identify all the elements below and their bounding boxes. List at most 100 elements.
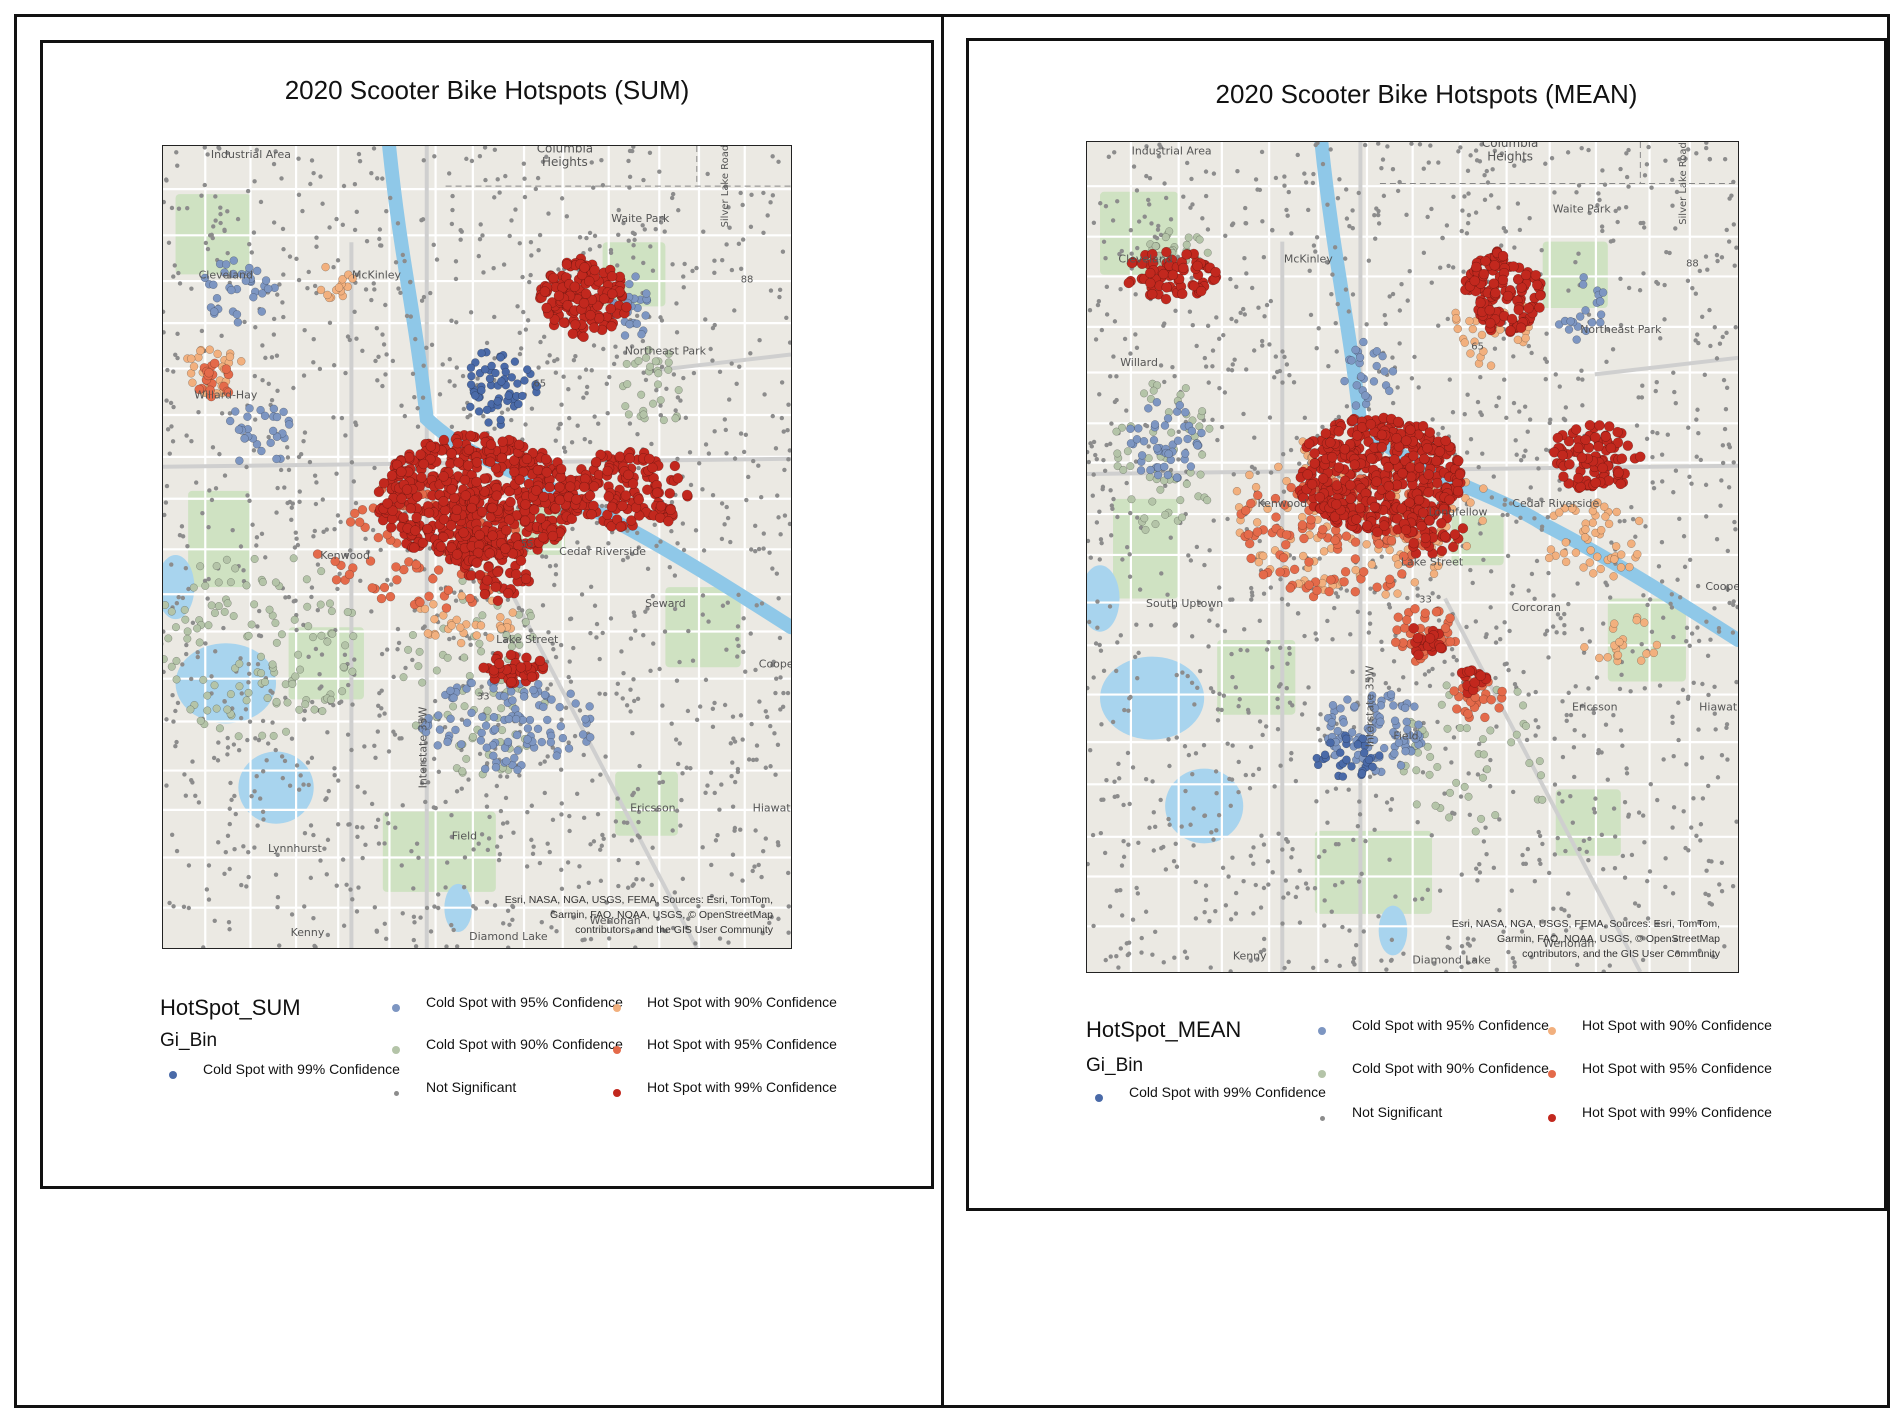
cold-spot-95-point <box>1572 335 1581 344</box>
not-significant-point <box>770 413 775 419</box>
not-significant-point <box>1121 854 1127 860</box>
cold-spot-90-point <box>1513 687 1522 696</box>
hot-spot-99-point <box>505 496 516 508</box>
not-significant-point <box>375 378 380 383</box>
hot-spot-90-point <box>186 354 196 363</box>
not-significant-point <box>301 622 306 628</box>
hot-spot-99-point <box>492 595 504 607</box>
not-significant-point <box>1426 160 1431 165</box>
not-significant-point <box>621 220 626 226</box>
not-significant-point <box>1429 833 1434 838</box>
legend-item-hot99: Hot Spot with 99% Confidence <box>613 1079 847 1097</box>
not-significant-point <box>364 238 370 244</box>
cold-spot-90-point <box>327 607 336 616</box>
not-significant-point <box>769 914 774 920</box>
not-significant-point <box>575 540 580 545</box>
not-significant-point <box>1340 924 1345 930</box>
cold-spot-90-point <box>338 687 347 696</box>
cold-spot-90-point <box>404 645 413 654</box>
not-significant-point <box>1539 497 1544 502</box>
not-significant-point <box>1605 777 1610 782</box>
map-frame-sum[interactable]: Industrial Area Columbia Heights Waite Park… <box>162 145 792 949</box>
not-significant-point <box>321 529 326 535</box>
not-significant-point <box>1108 441 1113 447</box>
map-frame-mean[interactable]: Industrial Area Columbia Heights Waite Park… <box>1086 141 1739 973</box>
cold-spot-90-point <box>1462 724 1471 733</box>
not-significant-point <box>1727 600 1732 606</box>
not-significant-point <box>317 671 322 677</box>
not-significant-point <box>477 751 483 757</box>
not-significant-point <box>1655 281 1661 286</box>
not-significant-point <box>1599 224 1605 229</box>
not-significant-point <box>786 402 791 407</box>
not-significant-point <box>297 489 302 494</box>
cold-spot-99-point <box>1320 750 1330 759</box>
cold-spot-90-point <box>642 353 651 362</box>
not-significant-point <box>734 381 739 387</box>
not-significant-point <box>362 744 367 749</box>
not-significant-point <box>1636 810 1642 815</box>
hot-spot-99-point <box>514 474 525 486</box>
cold-spot-95 <box>1340 337 1398 410</box>
not-significant-point <box>528 272 533 278</box>
hot-spot-90-point <box>457 591 466 601</box>
not-significant-point <box>1203 169 1209 174</box>
not-significant-point <box>1260 732 1265 738</box>
not-significant-point <box>277 282 282 287</box>
not-significant-point <box>1415 819 1420 825</box>
not-significant-point <box>1521 861 1526 866</box>
not-significant-point <box>687 450 693 455</box>
not-significant-point <box>1684 625 1690 631</box>
not-significant-point <box>1226 367 1231 372</box>
not-significant-point <box>1282 354 1287 360</box>
cold-spot-90-point <box>1145 473 1154 482</box>
not-significant-point <box>331 265 336 270</box>
cold-spot-90-point <box>1113 449 1122 458</box>
not-significant-point <box>218 211 223 217</box>
cold-spot-90-point <box>1184 233 1193 242</box>
hot-spot-99-point <box>606 271 618 282</box>
not-significant-point <box>324 872 329 877</box>
not-significant-point <box>294 536 299 541</box>
not-significant-point <box>781 690 786 696</box>
not-significant-point <box>700 487 705 492</box>
legend-swatch <box>393 1090 399 1096</box>
not-significant-point <box>1133 292 1138 297</box>
not-significant-point <box>398 290 403 296</box>
not-significant-point <box>1171 858 1177 864</box>
lake <box>1378 905 1408 956</box>
not-significant-point <box>670 828 675 833</box>
not-significant-point <box>353 420 358 425</box>
not-significant-point <box>337 571 342 577</box>
not-significant-point <box>1562 631 1567 636</box>
cold-spot-95-point <box>232 310 242 319</box>
not-significant-point <box>1477 861 1482 867</box>
not-significant-point <box>1720 334 1725 340</box>
not-significant-point <box>777 287 783 293</box>
cold-spot-95-point <box>1186 462 1196 471</box>
not-significant-point <box>1326 363 1331 369</box>
not-significant-point <box>550 745 555 750</box>
hot-spot-90-point <box>348 274 357 283</box>
not-significant-point <box>1137 587 1143 592</box>
not-significant-point <box>286 467 292 473</box>
not-significant-point <box>1195 685 1200 690</box>
hot-spot-99-point <box>561 259 573 270</box>
cold-spot-99-point <box>496 415 505 424</box>
cold-spot-90-point <box>1127 495 1136 504</box>
not-significant-point <box>787 448 791 453</box>
not-significant-point <box>1266 882 1271 887</box>
not-significant-point <box>1544 331 1549 336</box>
not-significant-point <box>1605 327 1611 333</box>
not-significant-point <box>1121 802 1126 808</box>
not-significant-point <box>1460 208 1465 213</box>
not-significant-point <box>1107 604 1113 609</box>
not-significant-point <box>1524 737 1530 743</box>
not-significant-point <box>174 848 180 854</box>
not-significant-point <box>1662 282 1667 288</box>
hot-spot-99-point <box>396 466 407 478</box>
not-significant-point <box>1251 861 1256 866</box>
not-significant-point <box>659 364 665 370</box>
